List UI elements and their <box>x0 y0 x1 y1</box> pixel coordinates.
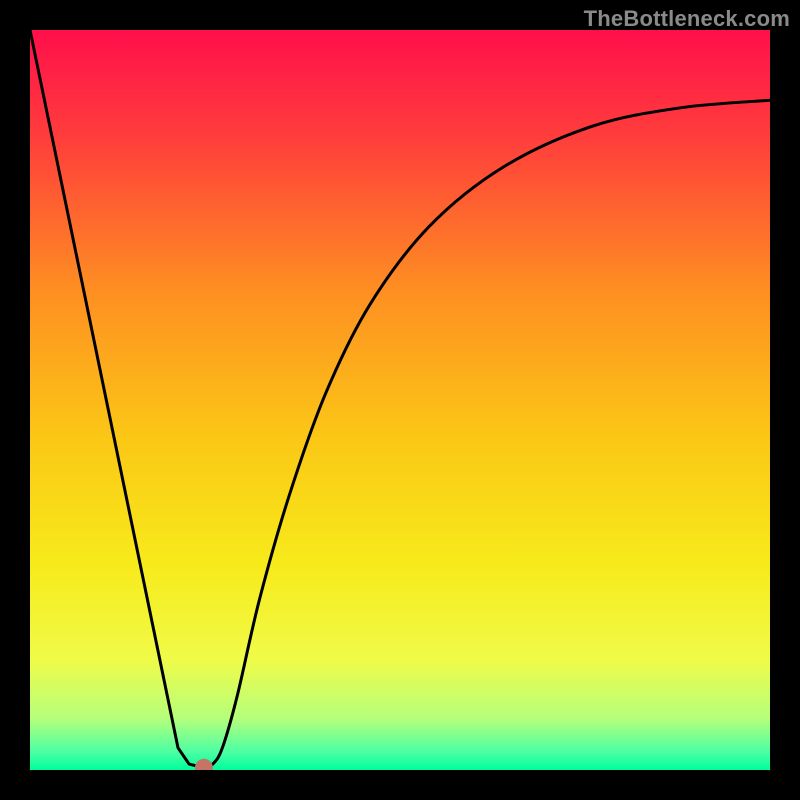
plot-area <box>30 30 770 770</box>
plot-svg <box>30 30 770 770</box>
gradient-background <box>30 30 770 770</box>
chart-container: TheBottleneck.com <box>0 0 800 800</box>
watermark-text: TheBottleneck.com <box>584 6 790 32</box>
